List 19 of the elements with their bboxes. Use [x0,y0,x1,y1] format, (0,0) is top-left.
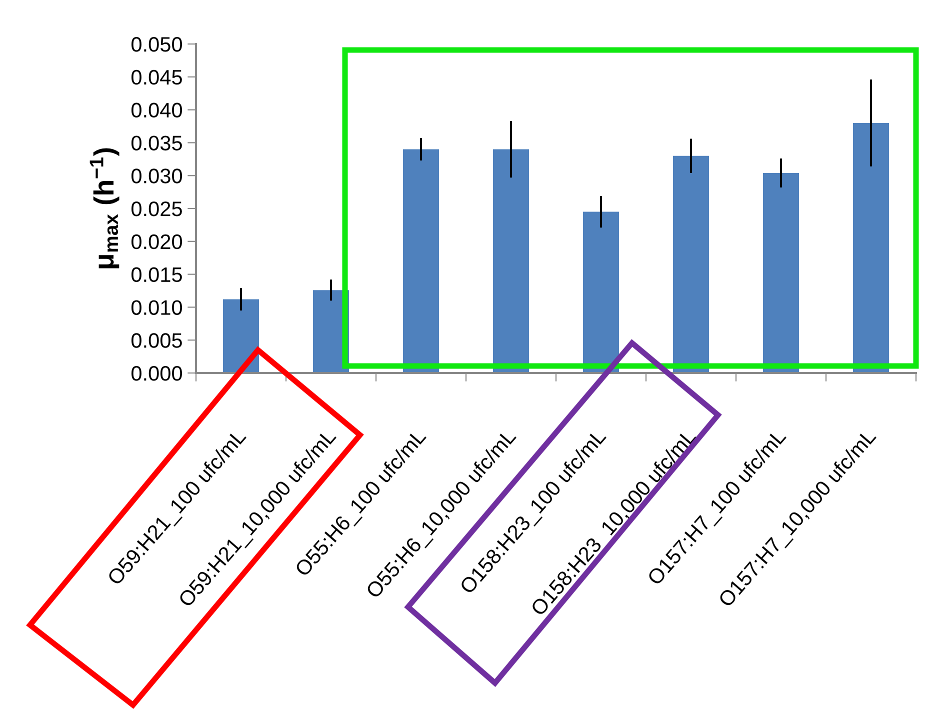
y-tick-label: 0.030 [131,168,182,184]
y-tick-label: 0.050 [131,37,182,52]
y-tick-label: 0.005 [131,333,182,348]
bar [763,172,799,373]
y-tick-label: 0.025 [131,202,182,216]
bar [223,299,259,373]
bar [403,149,439,373]
bar [673,156,709,373]
bar [853,122,889,373]
y-tick-label: 0.020 [131,234,182,250]
y-tick-label: 0.035 [131,136,182,150]
y-tick-label: 0.015 [131,267,182,282]
y-tick-label: 0.040 [131,102,182,118]
y-axis-title: μ$_{max}$ (h$^{−1}$) [90,148,120,268]
y-tick-label: 0.010 [131,300,182,315]
y-tick-label: 0.000 [131,366,182,381]
bar [583,212,619,373]
y-tick-label: 0.045 [131,70,182,85]
bar [493,149,529,373]
